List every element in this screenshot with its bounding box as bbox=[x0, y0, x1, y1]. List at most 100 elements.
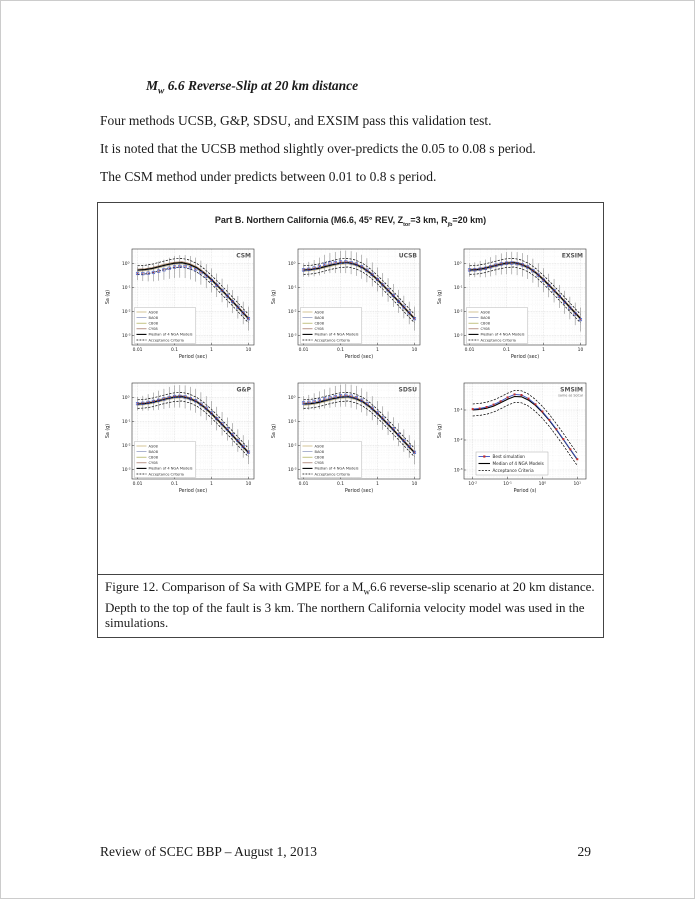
x-axis-label: Period (sec) bbox=[510, 354, 538, 360]
subplot-sdsu: 0.01 0.1 1 10 100 10-1 10-2 10-3 Period (sec) Sa … bbox=[268, 369, 434, 503]
svg-text:10-1: 10-1 bbox=[122, 419, 131, 426]
subplot-svg-CSM: 0.01 0.1 1 10 100 10-1 10-2 10-3 Period (sec) Sa … bbox=[105, 249, 254, 360]
svg-text:10-2: 10-2 bbox=[288, 309, 297, 316]
page-footer: Review of SCEC BBP – August 1, 2013 29 bbox=[100, 844, 591, 860]
subplot-grid: 0.01 0.1 1 10 100 10-1 10-2 10-3 Period (sec) Sa … bbox=[101, 235, 601, 503]
subplot-svg-G&P: 0.01 0.1 1 10 100 10-1 10-2 10-3 Period (sec) Sa … bbox=[105, 383, 254, 494]
legend-entry: Acceptance Criteria bbox=[314, 339, 349, 343]
figure-plots-area: Part B. Northern California (M6.6, 45° R… bbox=[98, 203, 603, 574]
svg-text:10-2: 10-2 bbox=[468, 481, 477, 488]
svg-text:10: 10 bbox=[245, 348, 251, 354]
svg-text:10: 10 bbox=[245, 482, 251, 488]
svg-text:0.01: 0.01 bbox=[464, 348, 474, 354]
svg-text:10-3: 10-3 bbox=[454, 467, 463, 474]
legend-entry: Median of 4 NGA Models bbox=[148, 333, 192, 337]
svg-text:0.1: 0.1 bbox=[171, 348, 178, 354]
svg-text:10-1: 10-1 bbox=[288, 285, 297, 292]
legend-entry: Acceptance Criteria bbox=[148, 339, 183, 343]
svg-text:100: 100 bbox=[122, 395, 130, 402]
svg-text:10-1: 10-1 bbox=[503, 481, 512, 488]
subplot-svg-UCSB: 0.01 0.1 1 10 100 10-1 10-2 10-3 Period (sec) Sa … bbox=[271, 249, 420, 360]
subscript: jb bbox=[447, 221, 453, 228]
svg-text:0.1: 0.1 bbox=[337, 348, 344, 354]
paragraph-1: Four methods UCSB, G&P, SDSU, and EXSIM … bbox=[100, 112, 492, 128]
subplot-csm: 0.01 0.1 1 10 100 10-1 10-2 10-3 Period (sec) Sa … bbox=[102, 235, 268, 369]
svg-text:100: 100 bbox=[538, 481, 546, 488]
subplot-gp: 0.01 0.1 1 10 100 10-1 10-2 10-3 Period (sec) Sa … bbox=[102, 369, 268, 503]
svg-text:100: 100 bbox=[288, 395, 296, 402]
legend-entry: AS08 bbox=[314, 311, 324, 315]
method-label: G&P bbox=[236, 387, 251, 394]
svg-text:0.01: 0.01 bbox=[132, 482, 142, 488]
svg-text:10-2: 10-2 bbox=[288, 443, 297, 450]
subplot-svg-SDSU: 0.01 0.1 1 10 100 10-1 10-2 10-3 Period (sec) Sa … bbox=[271, 383, 420, 494]
legend-entry: CY08 bbox=[480, 328, 490, 332]
legend-entry: BA08 bbox=[480, 316, 490, 320]
svg-text:0.1: 0.1 bbox=[171, 482, 178, 488]
x-axis-label: Period (sec) bbox=[178, 488, 206, 494]
legend-entry: Median of 4 NGA Models bbox=[314, 467, 358, 471]
svg-text:10-1: 10-1 bbox=[288, 419, 297, 426]
legend-entry: CY08 bbox=[148, 462, 158, 466]
subscript: w bbox=[158, 86, 165, 97]
legend-entry: BA08 bbox=[148, 450, 158, 454]
subplot-svg-SMSIM: 10-2 10-1 100 101 10-1 10-2 10-3 Period (s) Sa (… bbox=[437, 383, 586, 494]
page-number: 29 bbox=[577, 844, 592, 859]
svg-text:10-1: 10-1 bbox=[122, 285, 131, 292]
legend-entry: Acceptance Criteria bbox=[492, 468, 534, 473]
y-axis-label: Sa (g) bbox=[271, 290, 277, 304]
svg-text:10: 10 bbox=[411, 482, 417, 488]
legend-entry: Acceptance Criteria bbox=[314, 473, 349, 477]
method-label: CSM bbox=[236, 253, 251, 260]
svg-text:100: 100 bbox=[122, 261, 130, 268]
legend-entry: CY08 bbox=[314, 462, 324, 466]
svg-text:1: 1 bbox=[376, 482, 379, 488]
x-axis-label: Period (sec) bbox=[344, 354, 372, 360]
legend-entry: CB08 bbox=[314, 456, 324, 460]
method-label: SDSU bbox=[398, 387, 417, 394]
x-axis-label: Period (sec) bbox=[178, 354, 206, 360]
svg-text:1: 1 bbox=[210, 348, 213, 354]
subplot-exsim: 0.01 0.1 1 10 100 10-1 10-2 10-3 Period (sec) Sa … bbox=[434, 235, 600, 369]
legend-entry: CY08 bbox=[314, 328, 324, 332]
figure-title: Part B. Northern California (M6.6, 45° R… bbox=[214, 214, 487, 228]
legend-entry: AS08 bbox=[148, 445, 158, 449]
footer-text: Review of SCEC BBP – August 1, 2013 bbox=[100, 844, 318, 859]
x-axis-label: Period (s) bbox=[513, 488, 536, 494]
subscript: w bbox=[363, 586, 371, 597]
svg-text:0.01: 0.01 bbox=[298, 348, 308, 354]
subscript: tor bbox=[403, 221, 411, 228]
y-axis-label: Sa (g) bbox=[105, 424, 111, 438]
svg-text:0.1: 0.1 bbox=[337, 482, 344, 488]
y-axis-label: Sa (g) bbox=[105, 290, 111, 304]
svg-text:101: 101 bbox=[573, 481, 581, 488]
legend-entry: CB08 bbox=[148, 322, 158, 326]
method-label: EXSIM bbox=[561, 253, 582, 260]
svg-text:100: 100 bbox=[288, 261, 296, 268]
svg-text:10: 10 bbox=[411, 348, 417, 354]
svg-text:10-3: 10-3 bbox=[122, 467, 131, 474]
svg-text:0.01: 0.01 bbox=[298, 482, 308, 488]
paragraph-3: The CSM method under predicts between 0.… bbox=[100, 168, 437, 184]
legend-entry: BA08 bbox=[314, 450, 324, 454]
legend-entry: Median of 4 NGA Models bbox=[480, 333, 524, 337]
legend-entry: CB08 bbox=[148, 456, 158, 460]
paragraph-2: It is noted that the UCSB method slightl… bbox=[100, 140, 536, 156]
figure-caption: Figure 12. Comparison of Sa with GMPE fo… bbox=[98, 573, 603, 637]
legend-entry: Median of 4 NGA Models bbox=[314, 333, 358, 337]
x-axis-label: Period (sec) bbox=[344, 488, 372, 494]
svg-text:1: 1 bbox=[542, 348, 545, 354]
legend-entry: AS08 bbox=[314, 445, 324, 449]
svg-text:0.01: 0.01 bbox=[132, 348, 142, 354]
svg-text:10-2: 10-2 bbox=[122, 443, 131, 450]
legend-entry: AS08 bbox=[148, 311, 158, 315]
y-axis-label: Sa (g) bbox=[271, 424, 277, 438]
svg-text:1: 1 bbox=[210, 482, 213, 488]
figure: Part B. Northern California (M6.6, 45° R… bbox=[97, 201, 604, 638]
page-content: Mw 6.6 Reverse-Slip at 20 km distance Fo… bbox=[1, 1, 694, 638]
svg-text:100: 100 bbox=[454, 261, 462, 268]
svg-text:10-3: 10-3 bbox=[122, 333, 131, 340]
section-heading: Mw 6.6 Reverse-Slip at 20 km distance bbox=[146, 78, 359, 97]
method-label: UCSB bbox=[398, 253, 417, 260]
